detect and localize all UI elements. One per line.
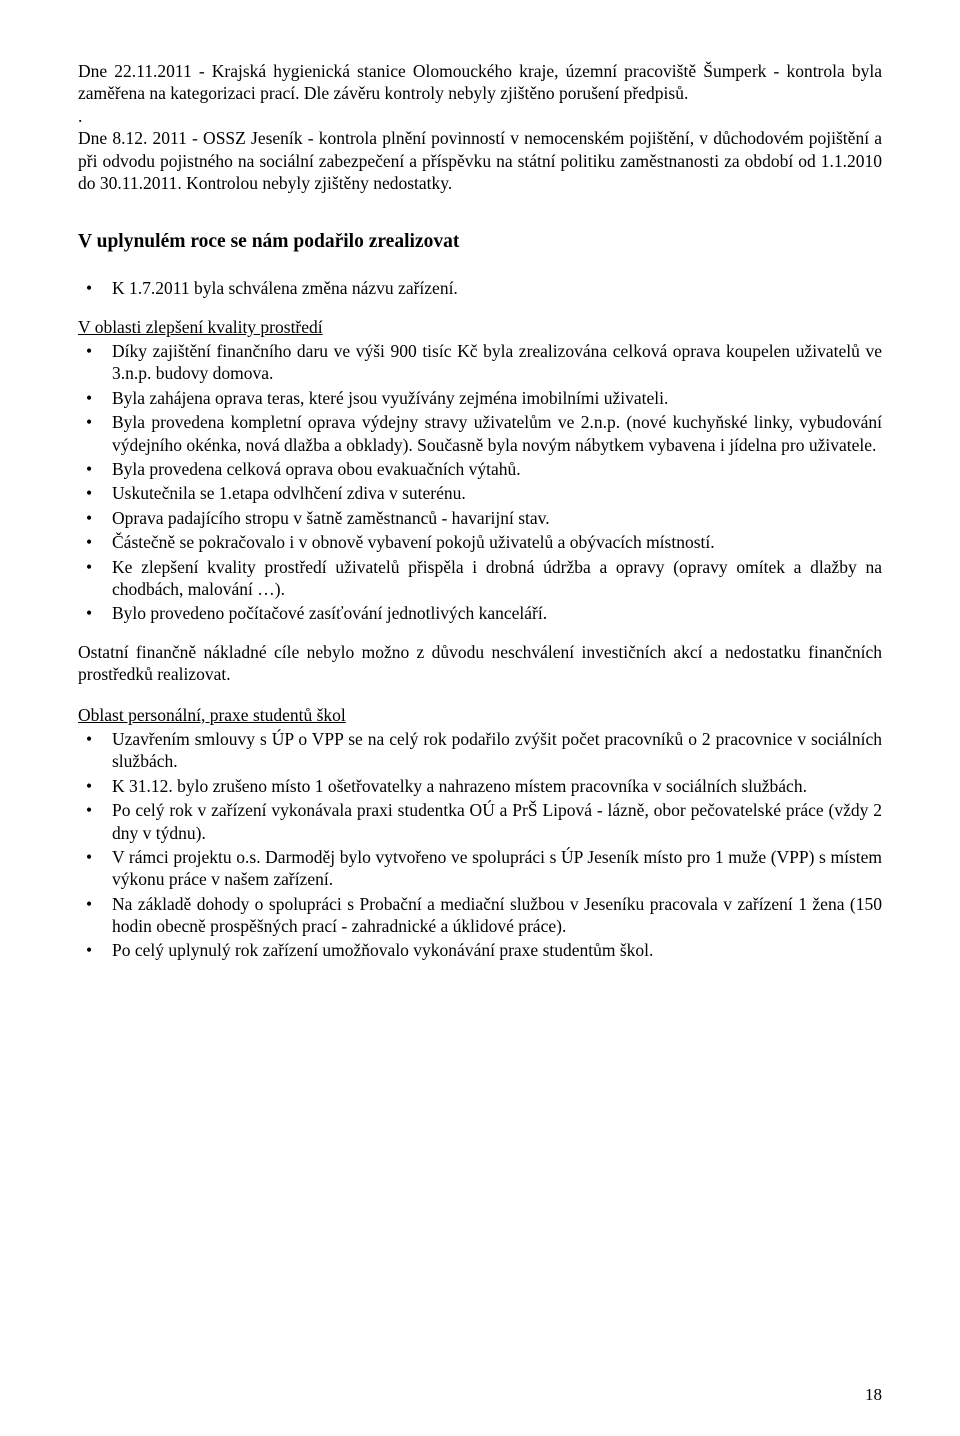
paragraph-1b: . <box>78 105 882 127</box>
list-item: Částečně se pokračovalo i v obnově vybav… <box>78 531 882 553</box>
subsection-title-quality: V oblasti zlepšení kvality prostředí <box>78 316 882 338</box>
list-item: Bylo provedeno počítačové zasíťování jed… <box>78 602 882 624</box>
section-heading: V uplynulém roce se nám podařilo zrealiz… <box>78 230 882 255</box>
intro-bullet-list: K 1.7.2011 byla schválena změna názvu za… <box>78 277 882 299</box>
list-item: Byla provedena kompletní oprava výdejny … <box>78 411 882 456</box>
list-item: Díky zajištění finančního daru ve výši 9… <box>78 340 882 385</box>
quality-bullet-list: Díky zajištění finančního daru ve výši 9… <box>78 340 882 625</box>
list-item: Uzavřením smlouvy s ÚP o VPP se na celý … <box>78 728 882 773</box>
paragraph-2: Dne 8.12. 2011 - OSSZ Jeseník - kontrola… <box>78 127 882 194</box>
list-item: V rámci projektu o.s. Darmoděj bylo vytv… <box>78 846 882 891</box>
subsection-title-personnel: Oblast personální, praxe studentů škol <box>78 704 882 726</box>
list-item: Oprava padajícího stropu v šatně zaměstn… <box>78 507 882 529</box>
personnel-bullet-list: Uzavřením smlouvy s ÚP o VPP se na celý … <box>78 728 882 962</box>
paragraph-1: Dne 22.11.2011 - Krajská hygienická stan… <box>78 60 882 105</box>
page-number: 18 <box>865 1384 882 1406</box>
paragraph-3: Ostatní finančně nákladné cíle nebylo mo… <box>78 641 882 686</box>
document-page: Dne 22.11.2011 - Krajská hygienická stan… <box>0 0 960 1436</box>
list-item: Byla provedena celková oprava obou evaku… <box>78 458 882 480</box>
list-item: Na základě dohody o spolupráci s Probačn… <box>78 893 882 938</box>
list-item: Po celý rok v zařízení vykonávala praxi … <box>78 799 882 844</box>
list-item: Ke zlepšení kvality prostředí uživatelů … <box>78 556 882 601</box>
list-item: K 1.7.2011 byla schválena změna názvu za… <box>78 277 882 299</box>
list-item: Po celý uplynulý rok zařízení umožňovalo… <box>78 939 882 961</box>
list-item: K 31.12. bylo zrušeno místo 1 ošetřovate… <box>78 775 882 797</box>
list-item: Byla zahájena oprava teras, které jsou v… <box>78 387 882 409</box>
list-item: Uskutečnila se 1.etapa odvlhčení zdiva v… <box>78 482 882 504</box>
